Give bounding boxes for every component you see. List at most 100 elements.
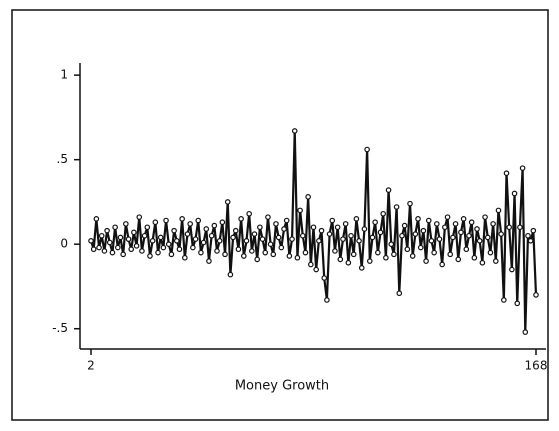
data-point — [401, 222, 408, 229]
data-point — [399, 232, 405, 239]
data-point — [450, 234, 456, 241]
data-point — [123, 221, 129, 227]
data-point — [305, 194, 311, 200]
data-point — [492, 258, 499, 264]
data-point — [200, 239, 207, 246]
data-point — [182, 254, 188, 261]
data-point — [439, 261, 445, 268]
data-point — [409, 253, 416, 259]
data-point — [420, 227, 427, 234]
data-point — [106, 239, 113, 246]
data-point — [219, 219, 226, 226]
data-point — [179, 216, 185, 222]
data-point — [93, 216, 100, 222]
data-point — [380, 210, 386, 217]
data-point — [198, 249, 204, 256]
data-point — [115, 244, 121, 251]
data-point — [484, 234, 491, 241]
data-point — [267, 241, 274, 247]
data-point — [96, 244, 102, 251]
data-point — [241, 253, 247, 259]
data-point — [289, 236, 295, 242]
data-point — [329, 217, 336, 224]
data-point — [171, 227, 177, 234]
data-point — [112, 224, 118, 231]
data-point — [165, 241, 172, 247]
data-point — [444, 214, 451, 220]
data-point — [358, 265, 365, 271]
data-point — [109, 249, 116, 256]
data-point — [310, 224, 317, 231]
data-point — [128, 246, 135, 253]
data-point — [383, 254, 389, 261]
data-point — [487, 249, 494, 256]
data-point — [211, 222, 218, 229]
data-point — [471, 254, 478, 261]
data-point — [519, 165, 526, 171]
data-point — [506, 224, 512, 231]
data-point — [455, 256, 462, 263]
data-point — [385, 187, 392, 193]
data-point — [466, 232, 472, 239]
data-point — [232, 227, 239, 234]
data-line — [89, 129, 538, 334]
data-point — [511, 190, 518, 197]
data-point — [482, 214, 488, 220]
data-point — [364, 146, 370, 153]
data-point — [117, 234, 124, 241]
data-point — [259, 236, 266, 242]
data-point — [447, 251, 454, 258]
data-point — [468, 219, 475, 226]
data-point — [369, 234, 376, 241]
data-point — [235, 246, 242, 253]
data-point — [525, 232, 531, 239]
data-point — [533, 292, 539, 298]
data-point — [249, 248, 255, 254]
data-point — [356, 238, 362, 244]
data-point — [136, 214, 143, 220]
data-point — [463, 246, 470, 253]
data-point — [316, 238, 322, 244]
data-point — [144, 224, 151, 231]
data-point — [238, 216, 244, 222]
data-point — [141, 232, 148, 239]
data-point — [187, 221, 193, 227]
data-point — [332, 248, 338, 254]
data-point — [490, 221, 496, 227]
data-point — [131, 229, 137, 236]
data-point — [299, 232, 306, 239]
data-point — [495, 207, 502, 214]
data-point — [243, 238, 250, 244]
data-point — [190, 244, 196, 251]
data-point — [275, 234, 282, 241]
data-point — [393, 204, 400, 210]
data-point — [88, 238, 94, 244]
data-point — [230, 234, 236, 241]
data-point — [214, 248, 220, 254]
data-point — [173, 238, 180, 244]
data-point — [334, 224, 341, 231]
data-point — [318, 227, 325, 234]
data-point — [522, 329, 529, 335]
data-point — [168, 251, 175, 258]
data-point — [530, 227, 537, 234]
data-point — [257, 224, 263, 231]
data-point — [294, 254, 301, 261]
data-point — [104, 227, 110, 234]
data-point — [423, 258, 429, 264]
data-point — [133, 243, 140, 249]
data-point — [407, 200, 413, 207]
data-point — [278, 244, 285, 251]
data-point — [509, 266, 515, 273]
data-point — [125, 236, 132, 242]
data-point — [527, 238, 534, 244]
data-point — [396, 290, 403, 297]
data-point — [308, 261, 314, 268]
data-point — [155, 249, 161, 256]
data-point — [227, 271, 234, 278]
data-point — [147, 253, 153, 259]
data-point — [503, 170, 510, 176]
data-point — [479, 259, 486, 266]
y-tick-label: -.5 — [52, 321, 68, 335]
